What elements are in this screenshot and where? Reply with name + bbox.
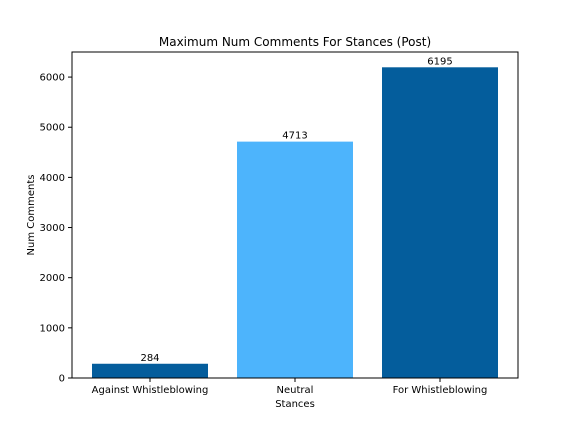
x-tick-label-2: For Whistleblowing <box>393 385 488 396</box>
x-axis-label: Stances <box>275 399 315 410</box>
y-tick-label-6: 6000 <box>40 73 65 84</box>
bar-1 <box>237 141 353 378</box>
data-labels-layer: 284 4713 6195 <box>140 56 452 363</box>
data-label-0: 284 <box>140 353 159 364</box>
data-label-2: 6195 <box>427 56 452 67</box>
y-tick-label-2: 2000 <box>40 273 65 284</box>
y-tick-label-3: 3000 <box>40 223 65 234</box>
y-tick-label-4: 4000 <box>40 173 65 184</box>
y-tick-label-1: 1000 <box>40 323 65 334</box>
y-axis-label: Num Comments <box>26 175 37 256</box>
data-label-1: 4713 <box>282 131 307 142</box>
y-tick-label-5: 5000 <box>40 123 65 134</box>
chart-title: Maximum Num Comments For Stances (Post) <box>159 35 431 49</box>
y-tick-label-0: 0 <box>59 374 65 385</box>
y-axis: 0 1000 2000 3000 4000 5000 6000 <box>40 73 72 385</box>
bars-layer <box>92 67 498 378</box>
plot-frame <box>71 51 519 379</box>
x-axis: Against Whistleblowing Neutral For Whistle… <box>92 378 488 396</box>
bar-0 <box>92 363 208 378</box>
x-tick-label-1: Neutral <box>277 385 314 396</box>
bar-2 <box>382 67 498 378</box>
x-tick-label-0: Against Whistleblowing <box>92 385 209 396</box>
